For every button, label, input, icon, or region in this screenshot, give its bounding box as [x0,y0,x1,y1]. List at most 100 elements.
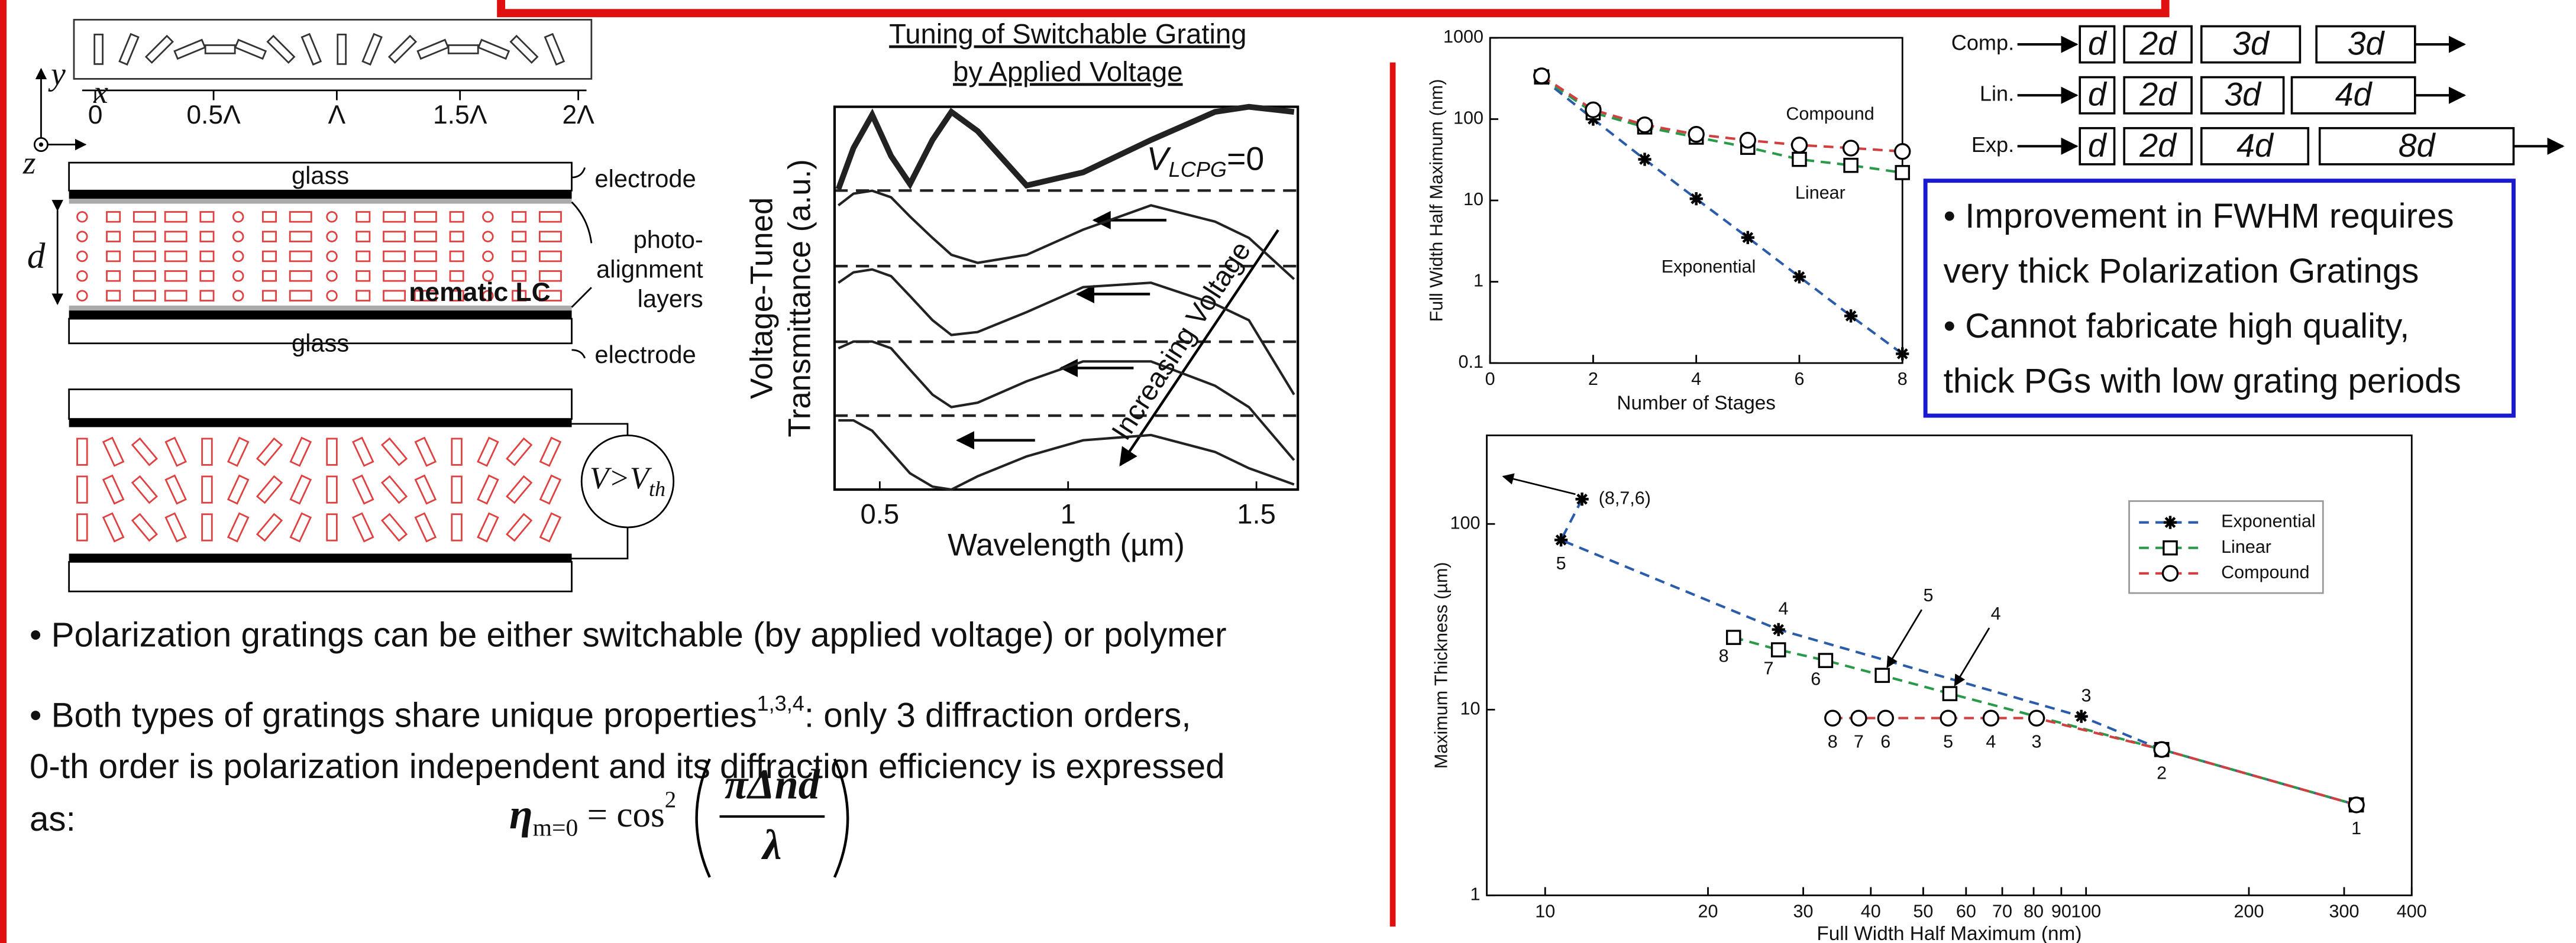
marker [1894,143,1911,160]
stage-thickness: 4d [2335,76,2373,113]
stage-box [2123,76,2193,115]
lc-rod [173,38,206,60]
lc-rod [118,33,140,66]
x-tick-label: 30 [1793,902,1814,922]
lc-molecule [506,475,533,504]
lc-molecule [232,270,244,282]
x-tick-label: 1.5 [1237,498,1276,530]
stage-thickness: 2d [2139,127,2177,164]
lc-molecule [289,474,312,505]
x-tick-label: 8 [1898,369,1908,389]
lc-molecule [538,211,562,223]
x-tick-label: 40 [1861,902,1881,922]
lc-molecule [413,270,437,282]
lc-molecule [506,437,533,466]
bullet-text: : only 3 diffraction orders, [804,696,1191,735]
legend-label: Exponential [2221,511,2316,532]
stage-box [2123,127,2193,166]
layer-label: photo- [634,225,703,253]
lc-molecule [538,270,562,282]
alignment-layer [69,305,572,311]
stage-box [2123,25,2193,64]
lc-molecule [451,438,463,466]
lc-molecule [355,270,371,282]
lc-molecule [482,231,494,242]
lc-rod [361,33,383,66]
stage-thickness: 2d [2139,25,2177,61]
lc-molecule [164,270,188,282]
axis-label: y [48,56,66,92]
x-tick-label: 70 [1992,902,2012,922]
lc-molecule [326,231,338,242]
marker [1585,101,1602,118]
leader-lines [571,167,593,359]
z-dot [38,142,44,147]
y-tick-label: 1 [1473,271,1483,291]
chart-title: Tuning of Switchable Grating [889,19,1246,50]
point-label: 2 [2157,763,2167,783]
lc-rod [477,38,510,60]
point-label: 7 [1764,659,1774,679]
eq-power: 2 [665,787,676,812]
lc-molecule [289,436,312,467]
voltage-label: V>Vth [590,461,665,501]
lc-molecule [449,250,464,263]
lc-diagram [33,18,675,592]
stage-thickness: 3d [2232,25,2270,61]
lc-molecule [106,231,121,242]
marker [1554,533,1568,547]
stage-box [2079,25,2116,64]
lc-molecule [76,290,88,302]
lc-molecule [539,512,562,543]
marker [1688,126,1705,143]
series-label: Linear [1795,183,1845,203]
lc-molecule [326,475,338,504]
y-axis-label: Voltage-Tuned [744,197,779,399]
lc-molecule [227,512,250,543]
x-tick-label: 60 [1956,902,1976,922]
plot-frame [1486,434,2413,896]
stage-label: Comp. [1951,31,2014,55]
lc-molecule [380,513,408,542]
x-axis-label: Full Width Half Maximum (nm) [1817,923,2082,943]
y-tick-label: 100 [1453,108,1483,128]
lc-molecule [512,270,527,282]
point-label: 6 [1880,731,1890,751]
lc-molecule [199,270,215,282]
stage-thickness: d [2088,76,2108,113]
marker [1739,132,1756,149]
lc-molecule [261,290,277,302]
lc-molecule [414,436,437,467]
lc-molecule [131,475,159,504]
marker [1533,67,1550,85]
electrode [69,310,572,319]
plot-frame [833,105,1300,491]
marker [2163,516,2177,529]
lc-molecule [201,475,213,504]
lc-molecule [132,270,156,282]
lc-molecule [76,231,88,242]
lc-rod [544,33,565,66]
marker [1790,137,1808,154]
lc-molecule [201,438,213,466]
lc-molecule [76,475,88,504]
bullet-text: • Both types of gratings share unique pr… [30,696,757,735]
marker [1824,709,1841,727]
marker [1770,642,1786,657]
glass [68,317,573,345]
eq-denominator: λ [761,821,781,869]
y-tick-label: 10 [1463,189,1483,209]
x-axis-label: Number of Stages [1617,392,1776,414]
lc-molecule [132,290,156,302]
label-arrow [1502,473,1576,495]
lc-molecule [482,270,494,282]
lc-molecule [232,250,244,263]
eq-paren [695,758,849,878]
red-edge [0,0,7,943]
lc-molecule [164,250,188,263]
lc-molecule [199,290,215,302]
lc-molecule [164,231,188,242]
series-line [838,419,1295,491]
red-divider [1389,62,1396,927]
